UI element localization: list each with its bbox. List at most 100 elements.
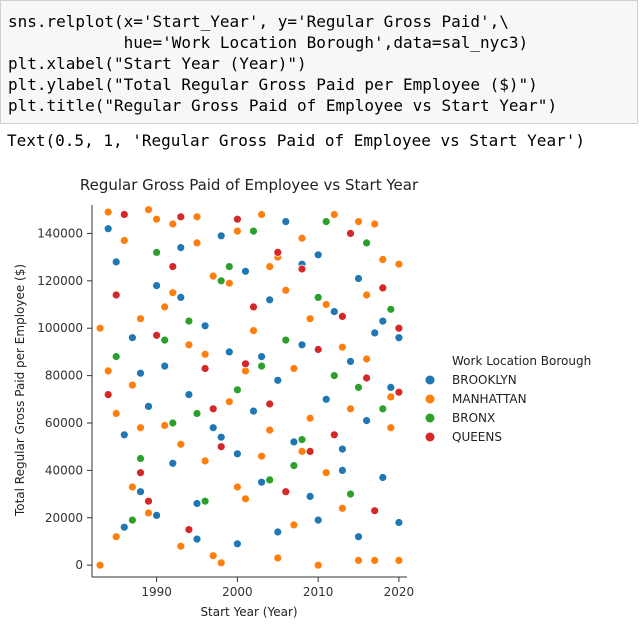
y-tick-label: 40000	[45, 463, 83, 477]
point-queens	[297, 264, 307, 274]
point-manhattan	[394, 259, 404, 269]
point-bronx	[136, 454, 145, 463]
point-brooklyn	[224, 347, 234, 357]
code-cell[interactable]: sns.relplot(x='Start_Year', y='Regular G…	[0, 0, 638, 124]
point-brooklyn	[273, 375, 283, 385]
point-brooklyn	[265, 295, 275, 305]
point-brooklyn	[216, 231, 226, 241]
point-manhattan	[394, 556, 404, 565]
legend-entry: BROOKLYN	[452, 373, 517, 387]
point-manhattan	[305, 314, 315, 324]
point-manhattan	[95, 323, 105, 333]
point-queens	[337, 311, 347, 321]
legend-marker	[425, 432, 435, 442]
point-queens	[144, 496, 153, 506]
point-queens	[176, 212, 186, 222]
y-tick-label: 60000	[45, 416, 83, 430]
point-queens	[103, 390, 113, 400]
point-brooklyn	[337, 444, 347, 454]
point-bronx	[354, 382, 363, 392]
point-manhattan	[192, 212, 202, 222]
point-manhattan	[200, 349, 210, 359]
point-brooklyn	[378, 316, 388, 326]
point-brooklyn	[216, 432, 226, 442]
point-queens	[329, 430, 339, 440]
x-axis-label: Start Year (Year)	[200, 605, 297, 619]
point-manhattan	[329, 210, 339, 219]
point-manhattan	[232, 482, 242, 492]
y-tick-label: 140000	[37, 226, 83, 240]
point-brooklyn	[329, 307, 339, 317]
point-brooklyn	[257, 477, 267, 487]
point-manhattan	[232, 226, 242, 236]
point-bronx	[184, 316, 194, 326]
point-bronx	[346, 489, 355, 499]
point-manhattan	[249, 326, 258, 336]
point-manhattan	[160, 302, 170, 312]
point-manhattan	[208, 551, 218, 561]
point-bronx	[321, 217, 331, 227]
point-brooklyn	[184, 390, 194, 400]
point-queens	[281, 487, 291, 497]
point-queens	[168, 262, 178, 272]
point-brooklyn	[176, 243, 186, 253]
point-manhattan	[386, 392, 396, 402]
y-tick-label: 120000	[37, 274, 83, 288]
y-axis-label: Total Regular Gross Paid per Employee ($…	[13, 264, 27, 517]
point-queens	[136, 468, 145, 478]
point-manhattan	[144, 205, 153, 215]
point-queens	[119, 210, 129, 219]
point-brooklyn	[144, 401, 153, 411]
point-brooklyn	[208, 423, 218, 433]
point-bronx	[160, 335, 170, 345]
y-tick-label: 80000	[45, 369, 83, 383]
point-manhattan	[257, 210, 267, 219]
point-bronx	[200, 496, 210, 506]
point-manhattan	[370, 556, 380, 565]
x-tick-label: 1990	[141, 585, 172, 599]
point-queens	[378, 283, 388, 293]
point-bronx	[289, 461, 299, 471]
point-manhattan	[370, 219, 380, 229]
point-manhattan	[144, 508, 153, 518]
point-bronx	[362, 238, 372, 248]
point-brooklyn	[136, 368, 145, 378]
point-brooklyn	[378, 473, 388, 482]
point-brooklyn	[394, 518, 404, 527]
point-manhattan	[176, 439, 186, 449]
point-bronx	[281, 335, 291, 345]
point-bronx	[386, 304, 396, 314]
point-manhattan	[305, 413, 315, 423]
point-brooklyn	[103, 224, 113, 234]
point-manhattan	[200, 456, 210, 466]
point-manhattan	[136, 423, 145, 433]
point-manhattan	[95, 560, 105, 570]
output-text: Text(0.5, 1, 'Regular Gross Paid of Empl…	[7, 131, 585, 150]
point-queens	[305, 446, 315, 456]
point-manhattan	[216, 558, 226, 568]
legend-title: Work Location Borough	[452, 354, 591, 368]
point-queens	[200, 364, 210, 373]
legend: Work Location Borough BROOKLYN MANHATTAN BR…	[425, 354, 591, 444]
point-queens	[313, 345, 323, 354]
point-brooklyn	[152, 281, 162, 291]
point-brooklyn	[297, 340, 307, 350]
legend-entry: BRONX	[452, 411, 495, 425]
point-queens	[184, 525, 194, 534]
point-manhattan	[103, 366, 113, 376]
point-brooklyn	[386, 382, 396, 392]
point-manhattan	[273, 553, 283, 563]
point-manhattan	[192, 238, 202, 248]
point-manhattan	[265, 425, 275, 435]
point-manhattan	[321, 300, 331, 309]
y-tick-label: 20000	[45, 511, 83, 525]
point-brooklyn	[119, 522, 129, 532]
legend-entry: MANHATTAN	[452, 392, 527, 406]
code-line-4: plt.ylabel("Total Regular Gross Paid per…	[8, 75, 538, 94]
point-brooklyn	[281, 217, 291, 227]
point-brooklyn	[232, 449, 242, 459]
point-manhattan	[354, 556, 363, 565]
point-manhattan	[313, 560, 323, 570]
point-manhattan	[346, 404, 355, 414]
legend-marker	[425, 413, 435, 423]
